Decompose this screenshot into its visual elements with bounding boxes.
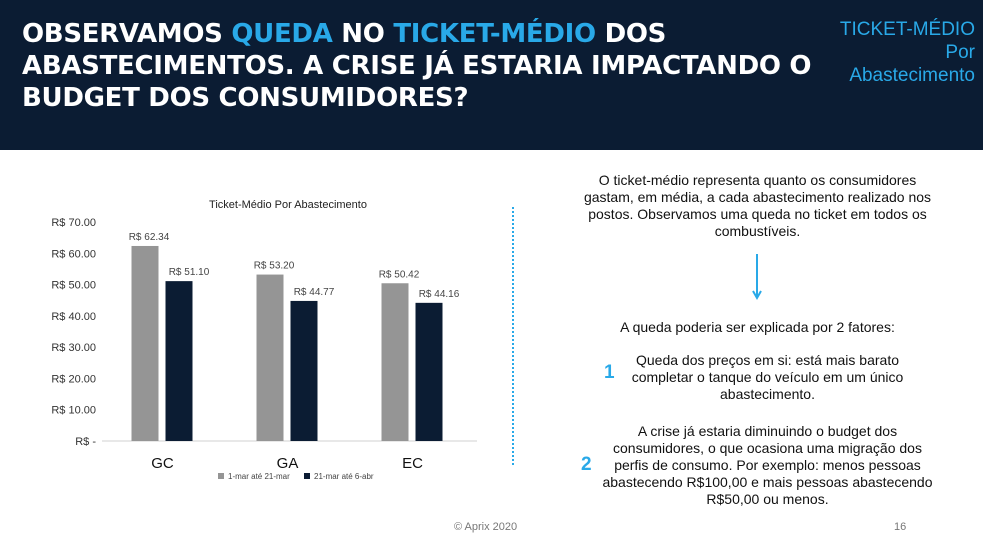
factor-1-text: Queda dos preços em si: está mais barato…	[631, 352, 904, 402]
data-label: R$ 50.42	[379, 269, 420, 280]
factor-2-text: A crise já estaria diminuindo o budget d…	[602, 423, 933, 507]
bar-chart: Ticket-Médio Por Abastecimento R$ - R$ 10.…	[40, 190, 490, 490]
y-tick-label: R$ 60.00	[51, 248, 96, 260]
x-tick-label-ga: GA	[277, 455, 299, 472]
x-tick-label-ec: EC	[402, 455, 423, 472]
bar-chart-svg: Ticket-Médio Por Abastecimento R$ - R$ 10.…	[51, 199, 477, 481]
y-tick-label: R$ 10.00	[51, 405, 96, 417]
factor-1-number: 1	[604, 362, 615, 383]
bar-ga-series-1	[256, 274, 284, 441]
section-tag: TICKET-MÉDIO Por Abastecimento	[840, 18, 975, 87]
y-tick-label: R$ -	[75, 436, 96, 448]
data-label: R$ 51.10	[169, 267, 210, 278]
x-tick-label-gc: GC	[151, 455, 174, 472]
data-label: R$ 44.16	[419, 289, 460, 300]
section-tag-line-3: Abastecimento	[849, 65, 975, 86]
legend-label-series-1: 1-mar até 21-mar	[228, 472, 290, 481]
factors-title: A queda poderia ser explicada por 2 fato…	[620, 319, 895, 335]
dotted-divider	[512, 207, 514, 465]
legend-swatch-series-1	[218, 473, 224, 479]
headline-text-1: OBSERVAMOS	[22, 19, 232, 49]
page-number: 16	[894, 521, 907, 533]
legend-label-series-2: 21-mar até 6-abr	[314, 472, 374, 481]
headline-text-3: DOS ABASTECIMENTOS. A CRISE JÁ ESTARIA I…	[22, 19, 812, 113]
arrow-down-icon	[752, 254, 762, 301]
header-banner: OBSERVAMOS QUEDA NO TICKET-MÉDIO DOS ABA…	[0, 0, 983, 150]
intro-text: O ticket-médio representa quanto os cons…	[583, 172, 932, 239]
bar-gc-series-2	[165, 281, 193, 441]
data-label: R$ 44.77	[294, 287, 335, 298]
section-tag-line-2: Por	[945, 42, 975, 63]
factor-2-number: 2	[581, 454, 592, 475]
bar-ec-series-1	[381, 283, 409, 441]
legend-swatch-series-2	[304, 473, 310, 479]
y-tick-label: R$ 30.00	[51, 342, 96, 354]
headline: OBSERVAMOS QUEDA NO TICKET-MÉDIO DOS ABA…	[22, 18, 822, 114]
headline-text-2: NO	[332, 19, 394, 49]
y-tick-label: R$ 20.00	[51, 373, 96, 385]
data-label: R$ 53.20	[254, 261, 295, 272]
chart-title: Ticket-Médio Por Abastecimento	[209, 199, 367, 211]
headline-highlight-ticket: TICKET-MÉDIO	[393, 19, 596, 49]
y-tick-label: R$ 50.00	[51, 280, 96, 292]
section-tag-line-1: TICKET-MÉDIO	[839, 19, 975, 40]
bar-gc-series-1	[131, 245, 159, 441]
y-tick-label: R$ 40.00	[51, 311, 96, 323]
y-tick-label: R$ 70.00	[51, 217, 96, 229]
data-label: R$ 62.34	[129, 232, 170, 243]
footer-copyright: © Aprix 2020	[454, 521, 518, 533]
headline-highlight-queda: QUEDA	[231, 19, 333, 49]
bar-ec-series-2	[415, 302, 443, 441]
bar-ga-series-2	[290, 300, 318, 441]
